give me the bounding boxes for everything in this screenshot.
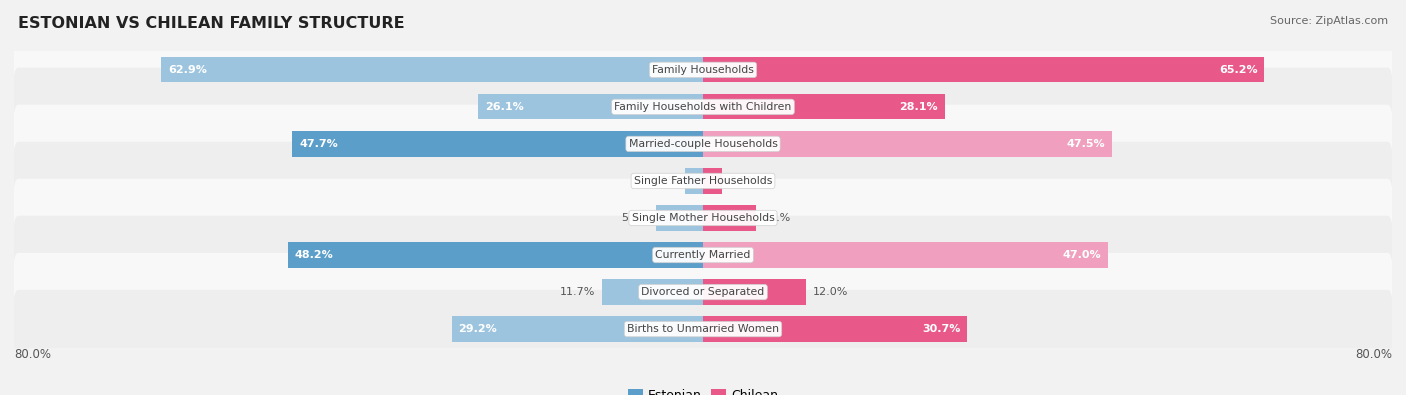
Bar [703, 168, 721, 194]
FancyBboxPatch shape [13, 216, 1393, 294]
FancyBboxPatch shape [11, 171, 1395, 265]
Text: 2.1%: 2.1% [650, 176, 678, 186]
Text: 30.7%: 30.7% [922, 324, 960, 334]
FancyBboxPatch shape [11, 96, 1395, 191]
FancyBboxPatch shape [13, 253, 1393, 331]
Text: 47.5%: 47.5% [1067, 139, 1105, 149]
Legend: Estonian, Chilean: Estonian, Chilean [623, 384, 783, 395]
Text: 29.2%: 29.2% [458, 324, 498, 334]
Bar [703, 280, 807, 305]
Text: Family Households: Family Households [652, 65, 754, 75]
Text: Currently Married: Currently Married [655, 250, 751, 260]
Text: Family Households with Children: Family Households with Children [614, 102, 792, 112]
Text: 48.2%: 48.2% [295, 250, 333, 260]
Text: Divorced or Separated: Divorced or Separated [641, 287, 765, 297]
Bar [703, 205, 755, 231]
Text: Single Mother Households: Single Mother Households [631, 213, 775, 223]
Bar [478, 94, 703, 119]
Text: 11.7%: 11.7% [560, 287, 595, 297]
Text: 5.4%: 5.4% [621, 213, 650, 223]
FancyBboxPatch shape [11, 245, 1395, 339]
Text: 80.0%: 80.0% [14, 348, 51, 361]
Text: 47.7%: 47.7% [299, 139, 337, 149]
FancyBboxPatch shape [13, 290, 1393, 368]
Text: Source: ZipAtlas.com: Source: ZipAtlas.com [1270, 16, 1388, 26]
Text: 28.1%: 28.1% [900, 102, 938, 112]
Bar [703, 94, 945, 119]
Text: 47.0%: 47.0% [1063, 250, 1101, 260]
Bar [602, 280, 703, 305]
FancyBboxPatch shape [13, 68, 1393, 146]
FancyBboxPatch shape [11, 60, 1395, 154]
Bar [703, 57, 1264, 83]
Text: 2.2%: 2.2% [728, 176, 758, 186]
FancyBboxPatch shape [11, 23, 1395, 117]
Text: ESTONIAN VS CHILEAN FAMILY STRUCTURE: ESTONIAN VS CHILEAN FAMILY STRUCTURE [18, 16, 405, 31]
Bar [703, 243, 1108, 268]
FancyBboxPatch shape [11, 282, 1395, 376]
Bar [685, 168, 703, 194]
Text: 6.1%: 6.1% [762, 213, 790, 223]
Bar [288, 243, 703, 268]
FancyBboxPatch shape [13, 142, 1393, 220]
Text: 65.2%: 65.2% [1219, 65, 1257, 75]
FancyBboxPatch shape [13, 30, 1393, 109]
Text: Single Father Households: Single Father Households [634, 176, 772, 186]
Text: 26.1%: 26.1% [485, 102, 524, 112]
Text: Married-couple Households: Married-couple Households [628, 139, 778, 149]
Bar [703, 316, 967, 342]
Bar [292, 131, 703, 156]
Bar [657, 205, 703, 231]
Bar [162, 57, 703, 83]
FancyBboxPatch shape [11, 134, 1395, 228]
Text: 62.9%: 62.9% [169, 65, 207, 75]
FancyBboxPatch shape [13, 179, 1393, 257]
Text: 80.0%: 80.0% [1355, 348, 1392, 361]
Text: 12.0%: 12.0% [813, 287, 849, 297]
FancyBboxPatch shape [11, 208, 1395, 303]
FancyBboxPatch shape [13, 105, 1393, 183]
Bar [451, 316, 703, 342]
Text: Births to Unmarried Women: Births to Unmarried Women [627, 324, 779, 334]
Bar [703, 131, 1112, 156]
